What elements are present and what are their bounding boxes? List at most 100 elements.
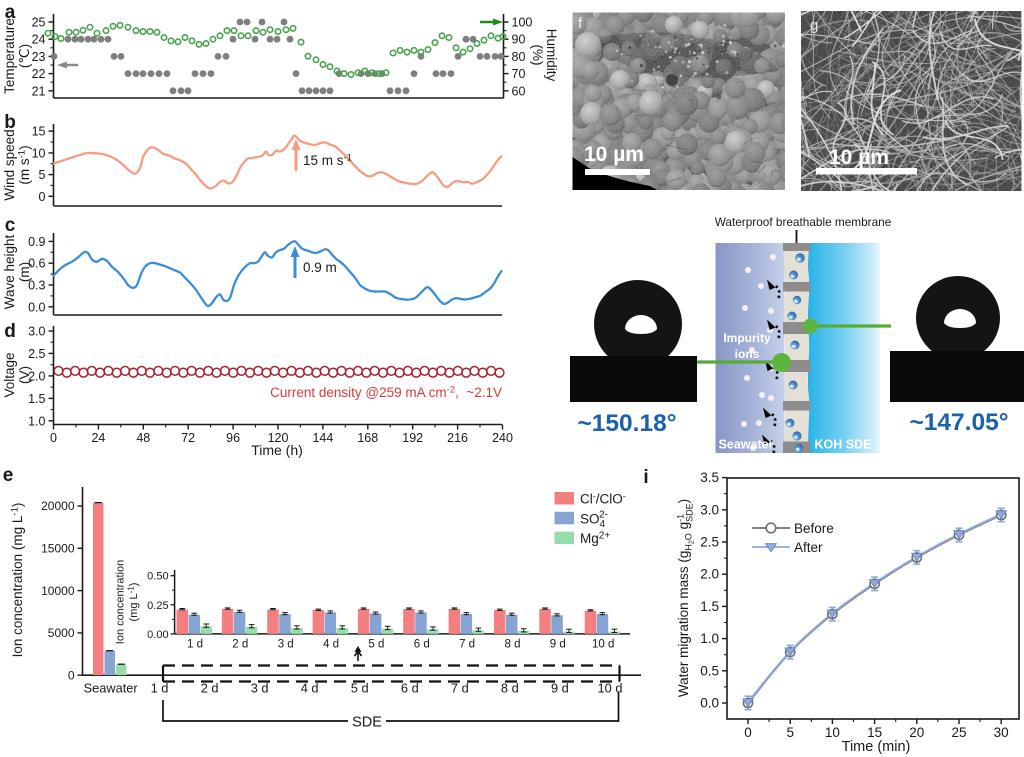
svg-text:a: a <box>5 2 16 23</box>
svg-text:192: 192 <box>402 431 423 445</box>
svg-text:0: 0 <box>744 725 752 740</box>
svg-text:~150.18°: ~150.18° <box>577 410 676 437</box>
svg-text:0.6: 0.6 <box>28 257 45 271</box>
svg-text:30: 30 <box>994 725 1009 740</box>
svg-text:2.5: 2.5 <box>700 535 719 550</box>
svg-text:21: 21 <box>32 84 46 98</box>
svg-text:1 d: 1 d <box>151 681 169 696</box>
svg-text:48: 48 <box>136 431 150 445</box>
svg-text:5 d: 5 d <box>368 639 384 651</box>
svg-text:90: 90 <box>512 33 526 47</box>
svg-text:Ion concentration (mg L-1): Ion concentration (mg L-1) <box>10 503 26 658</box>
svg-text:Before: Before <box>794 521 834 536</box>
svg-text:0.0: 0.0 <box>700 696 719 711</box>
svg-text:5: 5 <box>39 168 46 182</box>
svg-text:240: 240 <box>492 431 513 445</box>
svg-text:15: 15 <box>32 125 46 139</box>
svg-text:15 m s-1: 15 m s-1 <box>303 153 352 169</box>
svg-text:5000: 5000 <box>48 626 75 640</box>
svg-text:24: 24 <box>32 33 46 47</box>
svg-text:0: 0 <box>68 668 75 682</box>
svg-text:3 d: 3 d <box>278 639 294 651</box>
svg-text:Cl-/ClO-: Cl-/ClO- <box>580 492 626 507</box>
svg-text:0.3: 0.3 <box>28 279 45 293</box>
svg-text:10 d: 10 d <box>598 681 623 696</box>
svg-text:22: 22 <box>32 67 46 81</box>
svg-text:f: f <box>578 15 583 32</box>
svg-text:3.0: 3.0 <box>700 502 719 517</box>
svg-text:10: 10 <box>32 146 46 160</box>
svg-text:Time (min): Time (min) <box>842 739 911 755</box>
svg-text:0.50: 0.50 <box>147 571 168 583</box>
svg-text:0.5: 0.5 <box>700 663 719 678</box>
svg-text:Humidity: Humidity <box>544 29 559 82</box>
svg-text:25: 25 <box>951 725 966 740</box>
svg-text:Ion concentration: Ion concentration <box>115 560 127 644</box>
svg-text:(℃): (℃) <box>17 44 32 68</box>
svg-text:0.9 m: 0.9 m <box>303 260 337 275</box>
svg-text:After: After <box>794 540 823 555</box>
svg-text:96: 96 <box>226 431 240 445</box>
svg-text:SDE: SDE <box>352 715 382 731</box>
svg-text:c: c <box>5 215 16 236</box>
svg-text:23: 23 <box>32 50 46 64</box>
svg-text:5 d: 5 d <box>351 681 369 696</box>
svg-text:Voltage: Voltage <box>2 352 17 397</box>
svg-text:Current density @259 mA cm-2,: Current density @259 mA cm-2, ~2.1V <box>270 385 502 401</box>
svg-text:3.5: 3.5 <box>700 470 719 485</box>
svg-text:7 d: 7 d <box>459 639 475 651</box>
svg-text:(%): (%) <box>530 45 545 66</box>
svg-text:10000: 10000 <box>41 584 75 598</box>
svg-text:0: 0 <box>50 431 57 445</box>
svg-text:10 µm: 10 µm <box>584 143 644 166</box>
svg-text:Temperature: Temperature <box>2 18 17 94</box>
svg-text:80: 80 <box>512 50 526 64</box>
svg-text:Seawater: Seawater <box>719 438 774 452</box>
svg-text:Wave height: Wave height <box>2 234 17 309</box>
svg-text:2 d: 2 d <box>232 639 248 651</box>
svg-text:168: 168 <box>357 431 378 445</box>
svg-text:KOH SDE: KOH SDE <box>815 438 872 452</box>
svg-text:b: b <box>4 112 16 133</box>
svg-text:6 d: 6 d <box>414 639 430 651</box>
svg-text:2.0: 2.0 <box>700 567 719 582</box>
svg-text:i: i <box>643 467 648 488</box>
svg-text:4 d: 4 d <box>301 681 319 696</box>
svg-text:216: 216 <box>447 431 468 445</box>
svg-text:e: e <box>3 465 14 486</box>
svg-text:Seawater: Seawater <box>84 681 139 696</box>
svg-text:2.0: 2.0 <box>28 369 45 383</box>
svg-text:120: 120 <box>268 431 289 445</box>
svg-text:Time (h): Time (h) <box>251 442 303 458</box>
svg-text:20: 20 <box>909 725 924 740</box>
svg-text:8 d: 8 d <box>505 639 521 651</box>
svg-text:4 d: 4 d <box>323 639 339 651</box>
svg-text:0.0: 0.0 <box>28 300 45 314</box>
svg-text:Waterproof breathable membrane: Waterproof breathable membrane <box>715 215 892 229</box>
svg-text:0.25: 0.25 <box>147 600 168 612</box>
svg-text:144: 144 <box>312 431 333 445</box>
svg-text:1 d: 1 d <box>187 639 203 651</box>
svg-text:3.0: 3.0 <box>28 325 45 339</box>
svg-text:1.0: 1.0 <box>700 631 719 646</box>
svg-text:g: g <box>810 17 818 34</box>
svg-text:~147.05°: ~147.05° <box>909 409 1008 436</box>
svg-text:(m): (m) <box>17 262 32 282</box>
svg-text:72: 72 <box>181 431 195 445</box>
svg-text:SO42-: SO42- <box>580 509 608 530</box>
svg-text:15: 15 <box>867 725 882 740</box>
svg-text:1.0: 1.0 <box>28 414 45 428</box>
svg-text:Impurity: Impurity <box>723 331 771 345</box>
svg-text:15000: 15000 <box>41 542 75 556</box>
svg-text:2 d: 2 d <box>201 681 219 696</box>
svg-text:10 µm: 10 µm <box>829 146 889 169</box>
svg-text:3 d: 3 d <box>251 681 269 696</box>
svg-text:0.00: 0.00 <box>147 629 168 641</box>
svg-text:8 d: 8 d <box>501 681 519 696</box>
svg-text:0: 0 <box>39 190 46 204</box>
svg-text:ions: ions <box>735 347 760 361</box>
svg-text:Wind speed: Wind speed <box>2 129 17 200</box>
svg-text:(V): (V) <box>17 366 32 384</box>
svg-text:6 d: 6 d <box>401 681 419 696</box>
svg-text:10: 10 <box>825 725 840 740</box>
